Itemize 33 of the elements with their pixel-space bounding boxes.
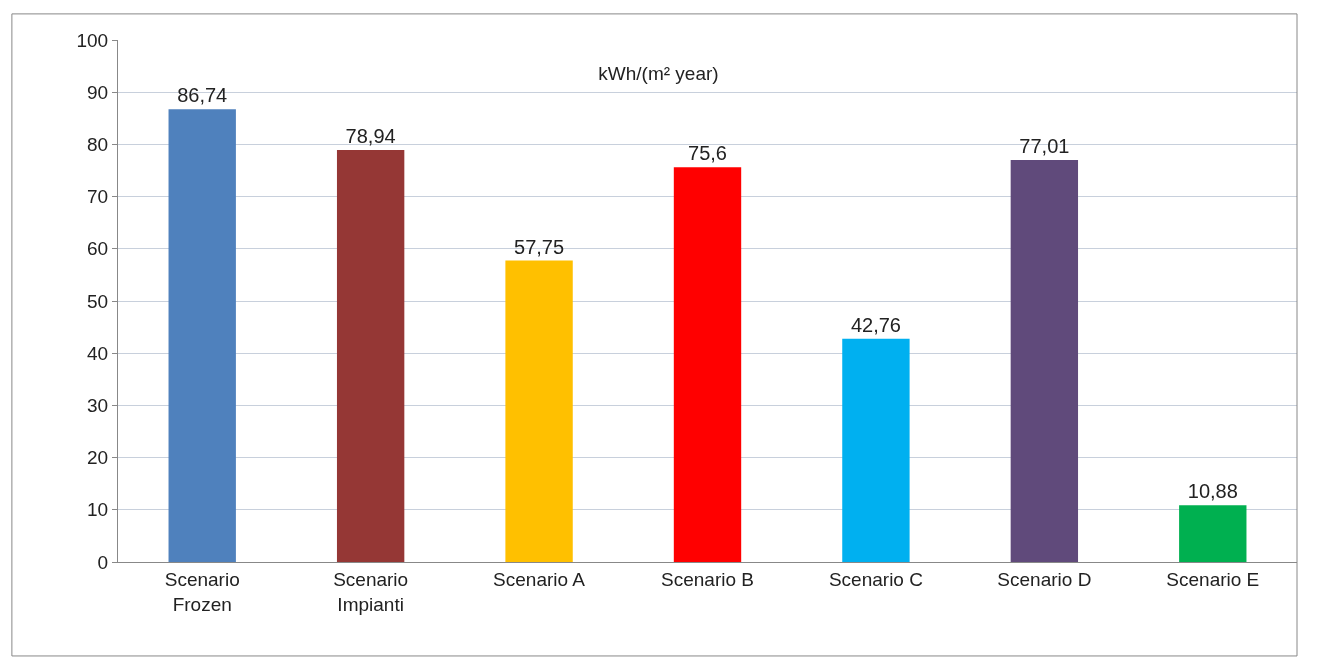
bar <box>505 260 573 562</box>
y-tick-label: 0 <box>97 551 109 573</box>
bar <box>1179 505 1247 562</box>
x-tick-label: Scenario C <box>828 568 923 590</box>
x-tick-label: Scenario B <box>661 568 754 590</box>
data-label: 42,76 <box>850 313 901 336</box>
y-tick-label: 50 <box>87 290 109 312</box>
x-tick-label: Scenario Impianti <box>333 568 409 615</box>
data-label: 75,6 <box>688 142 727 165</box>
data-label: 78,94 <box>345 124 396 147</box>
bar <box>673 167 742 562</box>
y-tick-label: 60 <box>87 238 109 260</box>
data-label: 77,01 <box>1019 135 1070 158</box>
x-tick-label: Scenario Frozen <box>164 568 240 615</box>
x-tick-label: Scenario E <box>1166 568 1260 590</box>
data-label: 10,88 <box>1187 480 1238 503</box>
y-tick-label: 100 <box>76 29 109 51</box>
data-label: 86,74 <box>177 84 228 107</box>
bar <box>168 109 236 562</box>
x-tick-label: Scenario D <box>997 568 1092 590</box>
bar <box>842 338 910 562</box>
y-tick-label: 70 <box>87 186 109 208</box>
y-tick-label: 10 <box>87 499 109 521</box>
y-tick-label: 20 <box>87 447 109 469</box>
y-tick-label: 40 <box>87 342 109 364</box>
bar <box>1010 160 1079 562</box>
text: kWh/(m² year) <box>598 62 719 84</box>
x-tick-label: Scenario A <box>493 568 586 590</box>
y-tick-label: 90 <box>87 81 109 103</box>
bar <box>336 149 405 562</box>
y-tick-label: 80 <box>87 134 109 156</box>
data-label: 57,75 <box>514 235 565 258</box>
y-tick-label: 30 <box>87 395 109 417</box>
